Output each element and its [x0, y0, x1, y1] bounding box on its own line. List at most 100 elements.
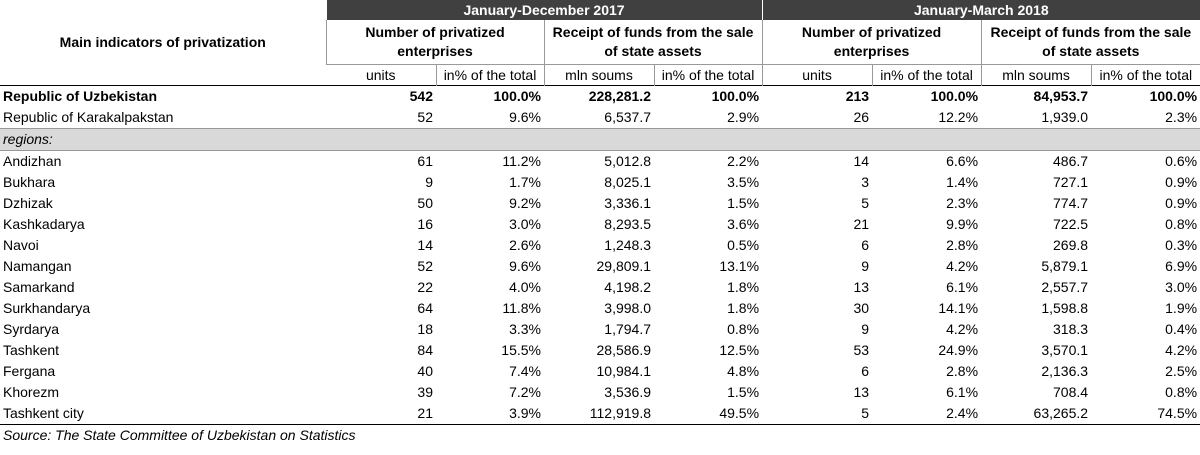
- region-name: Bukhara: [3, 174, 56, 190]
- region-name: Navoi: [3, 237, 39, 253]
- value-cell: 6: [861, 363, 870, 379]
- value-cell: 3.5%: [727, 174, 760, 190]
- value-cell: 14: [417, 237, 433, 253]
- value-cell: 3,336.1: [604, 195, 651, 211]
- region-name: Republic of Uzbekistan: [0, 85, 326, 107]
- value-cell: 0.5%: [727, 237, 760, 253]
- value-cell: 5,012.8: [604, 153, 651, 169]
- value-cell: 1,598.8: [1041, 300, 1089, 316]
- value-cell: 2.3%: [946, 195, 979, 211]
- value-cell: 39: [417, 384, 433, 400]
- value-cell: 9: [861, 321, 870, 337]
- value-cell: 28,586.9: [596, 342, 652, 358]
- value-cell: 61: [417, 153, 433, 169]
- value-cell: 14.1%: [938, 300, 979, 316]
- value-cell: 100.0%: [872, 85, 982, 107]
- value-cell: 5: [861, 405, 870, 421]
- value-cell: 4.2%: [946, 321, 979, 337]
- value-cell: 318.3: [1053, 321, 1089, 337]
- value-cell: 2.6%: [509, 237, 541, 253]
- value-cell: 6,537.7: [604, 109, 651, 125]
- value-cell: 0.8%: [1165, 384, 1198, 400]
- value-cell: 13: [853, 279, 870, 295]
- value-cell: 9.6%: [509, 258, 541, 274]
- mln-header: mln soums: [543, 64, 654, 86]
- value-cell: 3,570.1: [1041, 342, 1089, 358]
- value-cell: 0.6%: [1165, 153, 1198, 169]
- period-2017-header: January-December 2017: [325, 0, 763, 20]
- value-cell: 3.3%: [509, 321, 541, 337]
- value-cell: 0.9%: [1165, 195, 1198, 211]
- value-cell: 13: [853, 384, 870, 400]
- value-cell: 2.2%: [727, 153, 760, 169]
- value-cell: 53: [853, 342, 870, 358]
- value-cell: 5: [861, 195, 870, 211]
- value-cell: 16: [417, 216, 433, 232]
- mln-header: mln soums: [980, 64, 1092, 86]
- value-cell: 100.0%: [654, 85, 763, 107]
- value-cell: 0.3%: [1165, 237, 1198, 253]
- value-cell: 486.7: [1053, 153, 1089, 169]
- pct-header: in% of the total: [435, 64, 544, 86]
- value-cell: 74.5%: [1157, 405, 1198, 421]
- value-cell: 52: [417, 109, 433, 125]
- source-note-row: Source: The State Committee of Uzbekista…: [0, 424, 1200, 446]
- table-row: Syrdarya 18 3.3% 1,794.7 0.8% 9 4.2% 318.3 0.4%: [0, 319, 1200, 340]
- value-cell: 63,265.2: [1033, 405, 1089, 421]
- table-row: Republic of Karakalpakstan 52 9.6% 6,537.7 2…: [0, 107, 1200, 129]
- region-name: Tashkent city: [3, 405, 84, 421]
- region-name: Andizhan: [3, 153, 62, 169]
- value-cell: 0.9%: [1165, 174, 1198, 190]
- value-cell: 722.5: [1053, 216, 1089, 232]
- value-cell: 0.4%: [1165, 321, 1198, 337]
- table-row: Tashkent 84 15.5% 28,586.9 12.5% 53 24.9% 3,570…: [0, 340, 1200, 361]
- value-cell: 52: [417, 258, 433, 274]
- value-cell: 5,879.1: [1041, 258, 1089, 274]
- units-header: units: [761, 64, 873, 86]
- units-header: units: [326, 64, 436, 86]
- value-cell: 12.5%: [719, 342, 760, 358]
- value-cell: 50: [417, 195, 433, 211]
- value-cell: 1,794.7: [604, 321, 651, 337]
- value-cell: 40: [417, 363, 433, 379]
- value-cell: 2.8%: [946, 237, 979, 253]
- region-name: Surkhandarya: [3, 300, 91, 316]
- value-cell: 100.0%: [436, 85, 544, 107]
- region-name: Fergana: [3, 363, 56, 379]
- value-cell: 3.0%: [509, 216, 541, 232]
- value-cell: 2.8%: [946, 363, 979, 379]
- region-name: Republic of Karakalpakstan: [3, 109, 174, 125]
- value-cell: 100.0%: [1091, 85, 1200, 107]
- table-row: Samarkand 22 4.0% 4,198.2 1.8% 13 6.1% 2,557.7 3…: [0, 277, 1200, 298]
- value-cell: 26: [853, 109, 870, 125]
- value-cell: 1.8%: [727, 300, 760, 316]
- value-cell: 1.5%: [727, 384, 760, 400]
- value-cell: 727.1: [1053, 174, 1089, 190]
- value-cell: 7.4%: [509, 363, 541, 379]
- group-funds-2018: Receipt of funds from the sale of state …: [980, 20, 1200, 65]
- value-cell: 2.9%: [727, 109, 760, 125]
- table-row: Tashkent city 21 3.9% 112,919.8 49.5% 5 2.4% 63…: [0, 403, 1200, 425]
- region-name: Namangan: [3, 258, 72, 274]
- table-row: Dzhizak 50 9.2% 3,336.1 1.5% 5 2.3% 774.7 0.9%: [0, 193, 1200, 214]
- value-cell: 11.8%: [502, 300, 541, 316]
- value-cell: 3.6%: [727, 216, 760, 232]
- value-cell: 4.0%: [509, 279, 541, 295]
- value-cell: 4.8%: [727, 363, 760, 379]
- value-cell: 21: [417, 405, 433, 421]
- value-cell: 1.5%: [727, 195, 760, 211]
- table-row: Navoi 14 2.6% 1,248.3 0.5% 6 2.8% 269.8 0.3%: [0, 235, 1200, 256]
- value-cell: 30: [853, 300, 870, 316]
- table-row: Surkhandarya 64 11.8% 3,998.0 1.8% 30 14.1% 1,5…: [0, 298, 1200, 319]
- value-cell: 64: [417, 300, 433, 316]
- value-cell: 6: [861, 237, 870, 253]
- value-cell: 1.8%: [727, 279, 760, 295]
- value-cell: 24.9%: [938, 342, 979, 358]
- value-cell: 2,136.3: [1041, 363, 1089, 379]
- value-cell: 0.8%: [1165, 216, 1198, 232]
- value-cell: 3,536.9: [604, 384, 651, 400]
- value-cell: 9: [425, 174, 433, 190]
- regions-label: regions:: [0, 128, 1200, 151]
- value-cell: 112,919.8: [589, 405, 651, 421]
